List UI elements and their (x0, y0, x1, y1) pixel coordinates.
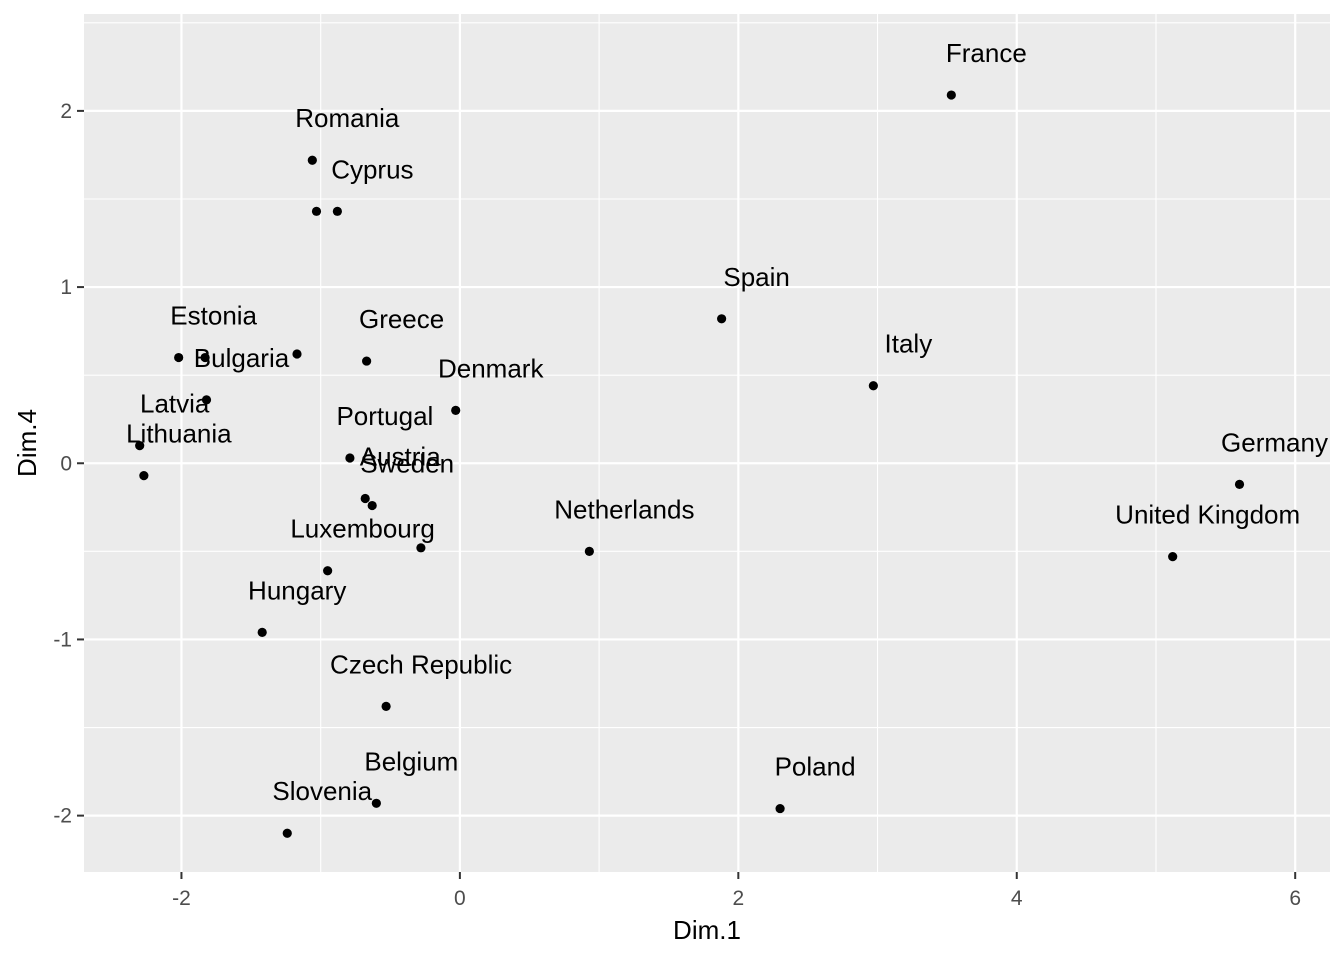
point-label: Luxembourg (290, 514, 435, 544)
point-label: Hungary (248, 575, 346, 605)
point-label: Estonia (170, 301, 257, 331)
y-axis-title: Dim.4 (12, 409, 42, 477)
point-label: Greece (359, 304, 444, 334)
data-point (381, 701, 391, 711)
data-point (1234, 479, 1245, 490)
data-point (868, 381, 878, 391)
minor-gridlines (84, 14, 1330, 872)
data-point (323, 566, 333, 576)
data-point (307, 155, 317, 165)
data-point (1168, 552, 1178, 562)
x-tick-label: -2 (172, 887, 191, 910)
data-point (174, 352, 184, 363)
data-point (135, 441, 145, 451)
data-point (332, 206, 342, 216)
point-label: Portugal (336, 401, 433, 431)
x-tick-label: 4 (1011, 887, 1023, 910)
y-tick-label: 0 (60, 452, 72, 475)
point-labels: France Romania Cyprus Spain Estonia Bulgaria G… (126, 38, 1328, 806)
point-label: Latvia (140, 389, 210, 419)
point-label: Germany (1221, 427, 1328, 457)
data-point (200, 352, 210, 363)
y-tick-label: -2 (53, 805, 72, 828)
y-tick-label: -1 (53, 628, 72, 651)
data-points (135, 90, 1245, 838)
point-label: France (946, 38, 1027, 68)
data-point (451, 405, 461, 416)
data-point (946, 90, 956, 100)
data-point (367, 500, 377, 511)
data-point (717, 314, 727, 324)
point-label: United Kingdom (1115, 500, 1300, 530)
point-label: Belgium (364, 746, 458, 776)
data-point (584, 546, 594, 556)
data-point (345, 453, 355, 463)
data-point (201, 395, 212, 405)
x-tick-label: 2 (732, 887, 744, 910)
data-point (360, 493, 370, 504)
point-label: Slovenia (272, 776, 372, 806)
point-label: Denmark (438, 353, 544, 383)
point-label: Spain (723, 262, 790, 292)
major-gridlines (84, 14, 1330, 872)
data-point (416, 543, 426, 553)
x-tick-label: 6 (1289, 887, 1301, 910)
point-label: Lithuania (126, 419, 232, 449)
point-label: Bulgaria (194, 343, 290, 373)
point-label: Czech Republic (330, 649, 512, 679)
y-axis: -2 -1 0 1 2 (53, 100, 84, 828)
data-point (311, 206, 322, 216)
x-tick-label: 0 (454, 887, 466, 910)
x-axis: -2 0 2 4 6 (172, 872, 1301, 910)
data-point (282, 828, 292, 838)
data-point (362, 356, 372, 366)
point-label: Sweden (360, 449, 454, 479)
point-label: Poland (775, 752, 856, 782)
y-tick-label: 1 (60, 276, 72, 299)
data-point (371, 798, 381, 808)
data-point (775, 803, 785, 814)
data-point (257, 627, 267, 637)
point-label: Romania (295, 103, 400, 133)
point-label: Italy (885, 329, 933, 359)
plot-panel (84, 14, 1330, 872)
x-axis-title: Dim.1 (673, 915, 741, 945)
point-label: Austria (360, 441, 441, 471)
y-tick-label: 2 (60, 100, 72, 123)
data-point (139, 470, 149, 481)
point-label: Netherlands (554, 494, 694, 524)
data-point (292, 349, 302, 359)
point-label: Cyprus (331, 154, 413, 184)
